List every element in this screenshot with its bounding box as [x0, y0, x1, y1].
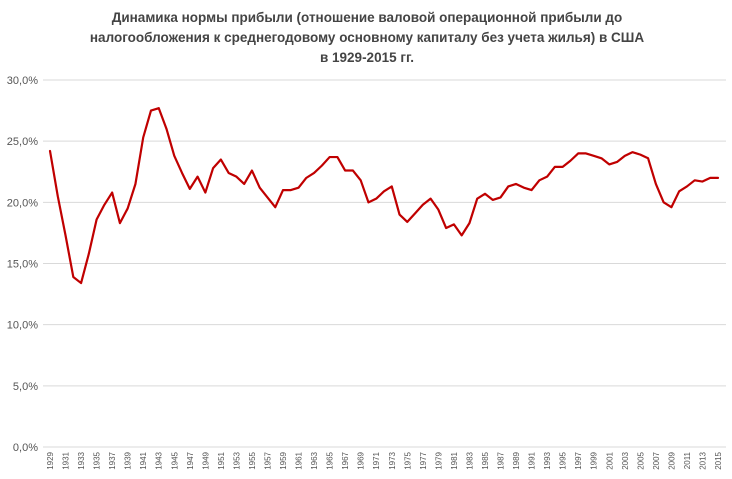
x-tick-label: 1953 — [232, 451, 241, 469]
x-tick-label: 1989 — [512, 451, 521, 469]
x-tick-label: 1991 — [528, 451, 537, 469]
x-tick-label: 1939 — [124, 451, 133, 469]
x-tick-label: 1961 — [295, 451, 304, 469]
series-line — [48, 107, 720, 285]
y-tick-label: 10,0% — [7, 320, 38, 332]
x-tick-label: 1951 — [217, 451, 226, 469]
x-tick-label: 2011 — [683, 451, 692, 469]
x-tick-label: 1957 — [263, 451, 272, 469]
chart-title-line-3: в 1929-2015 гг. — [320, 50, 414, 65]
x-tick-label: 1965 — [326, 451, 335, 469]
x-tick-label: 1973 — [388, 451, 397, 469]
y-tick-label: 30,0% — [7, 75, 38, 87]
chart-title-line-1: Динамика нормы прибыли (отношение валово… — [112, 10, 623, 25]
x-tick-label: 1963 — [310, 451, 319, 469]
y-tick-label: 25,0% — [7, 136, 38, 148]
chart-title: Динамика нормы прибыли (отношение валово… — [90, 10, 644, 65]
x-tick-label: 1937 — [108, 451, 117, 469]
x-tick-label: 1975 — [403, 451, 412, 469]
x-tick-label: 1929 — [46, 451, 55, 469]
x-tick-label: 1993 — [543, 451, 552, 469]
x-tick-label: 2015 — [714, 451, 723, 469]
x-tick-label: 1997 — [574, 451, 583, 469]
x-tick-label: 2005 — [636, 451, 645, 469]
x-tick-label: 2013 — [698, 451, 707, 469]
x-tick-label: 1971 — [372, 451, 381, 469]
x-tick-label: 1943 — [155, 451, 164, 469]
y-axis: 0,0% 5,0% 10,0% 15,0% 20,0% 25,0% 30,0% — [7, 75, 38, 454]
x-tick-label: 1935 — [93, 451, 102, 469]
x-tick-label: 1945 — [170, 451, 179, 469]
x-tick-label: 1941 — [139, 451, 148, 469]
x-tick-label: 1987 — [497, 451, 506, 469]
x-tick-label: 1981 — [450, 451, 459, 469]
x-tick-label: 1955 — [248, 451, 257, 469]
x-tick-label: 1979 — [434, 451, 443, 469]
x-tick-label: 1931 — [62, 451, 71, 469]
y-tick-label: 0,0% — [13, 442, 38, 454]
x-tick-label: 1969 — [357, 451, 366, 469]
x-tick-label: 2001 — [605, 451, 614, 469]
x-tick-label: 1967 — [341, 451, 350, 469]
x-tick-label: 2003 — [621, 451, 630, 469]
gridlines — [43, 79, 726, 448]
x-tick-label: 2007 — [652, 451, 661, 469]
x-tick-label: 1949 — [201, 451, 210, 469]
chart-title-line-2: налогообложения к среднегодовому основно… — [90, 30, 644, 45]
series-layer — [48, 107, 720, 285]
y-tick-label: 15,0% — [7, 259, 38, 271]
y-tick-label: 5,0% — [13, 381, 38, 393]
y-tick-label: 20,0% — [7, 197, 38, 209]
x-tick-label: 1985 — [481, 451, 490, 469]
x-tick-label: 1947 — [186, 451, 195, 469]
x-tick-label: 1933 — [77, 451, 86, 469]
x-tick-label: 1983 — [465, 451, 474, 469]
x-tick-label: 1999 — [590, 451, 599, 469]
x-axis: 1929 1931 1933 1935 1937 1939 1941 1943 1945 1947… — [46, 451, 723, 469]
x-tick-label: 1977 — [419, 451, 428, 469]
x-tick-label: 1995 — [559, 451, 568, 469]
x-tick-label: 2009 — [667, 451, 676, 469]
x-tick-label: 1959 — [279, 451, 288, 469]
